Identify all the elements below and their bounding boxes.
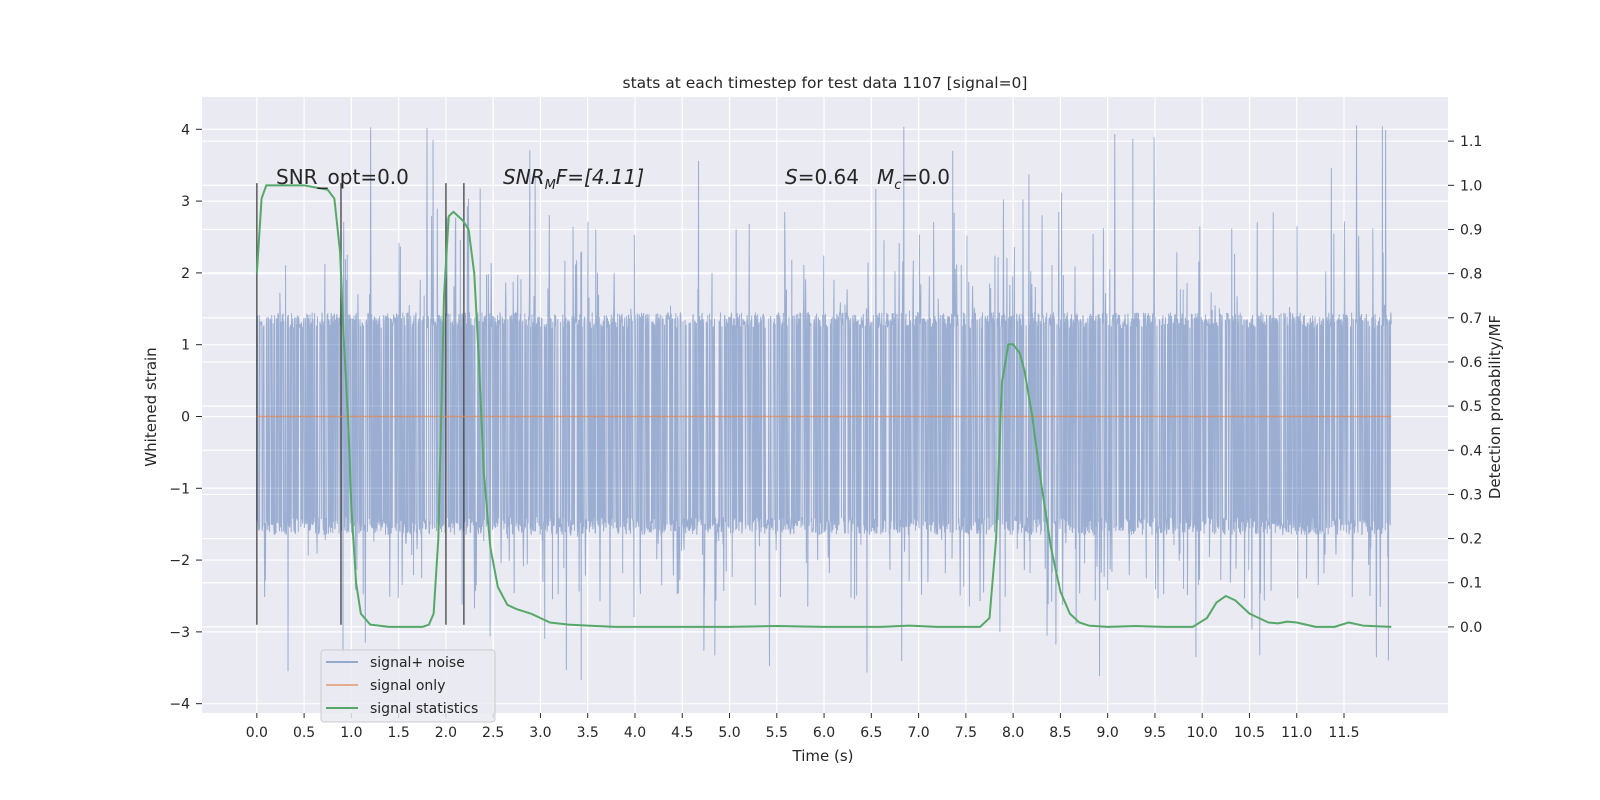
y-right-tick-label-10: 1.0 — [1460, 178, 1482, 194]
x-tick-label-18: 9.0 — [1097, 725, 1119, 741]
y-right-tick-label-2: 0.2 — [1460, 532, 1482, 548]
y-axis-label-right: Detection probability/MF — [1486, 315, 1504, 499]
x-tick-label-3: 1.5 — [388, 725, 410, 741]
x-tick-label-20: 10.0 — [1187, 725, 1218, 741]
x-tick-label-13: 6.5 — [860, 725, 882, 741]
y-right-tick-label-1: 0.1 — [1460, 576, 1482, 592]
y-tick-label-7: 3 — [181, 194, 190, 210]
x-tick-label-16: 8.0 — [1002, 725, 1024, 741]
y-tick-label-0: −4 — [169, 697, 190, 713]
signal-statistics-line — [255, 184, 1392, 628]
y-right-tick-label-8: 0.8 — [1460, 267, 1482, 283]
x-tick-label-10: 5.0 — [718, 725, 740, 741]
x-axis-ticks: 0.0 0.5 1.0 1.5 2.0 2.5 3.0 3.5 4.0 4.5 5.0 5.5 6.0 6… — [246, 713, 1360, 741]
x-tick-label-1: 0.5 — [293, 725, 315, 741]
x-tick-label-12: 6.0 — [813, 725, 835, 741]
y-tick-label-6: 2 — [181, 266, 190, 282]
legend: signal+ noise signal only signal statist… — [320, 649, 496, 723]
x-tick-label-21: 10.5 — [1234, 725, 1265, 741]
x-tick-label-5: 2.5 — [482, 725, 504, 741]
y-right-tick-label-5: 0.5 — [1460, 399, 1482, 415]
x-tick-label-22: 11.0 — [1281, 725, 1312, 741]
legend-label-signal-only: signal only — [370, 678, 445, 694]
x-tick-label-17: 8.5 — [1049, 725, 1071, 741]
x-tick-label-15: 7.5 — [955, 725, 977, 741]
y-right-tick-label-3: 0.3 — [1460, 487, 1482, 503]
x-axis-label: Time (s) — [792, 747, 854, 765]
y-tick-label-4: 0 — [181, 409, 190, 425]
y-tick-label-3: −1 — [169, 481, 190, 497]
y-axis-label-left: Whitened strain — [142, 347, 160, 466]
y-right-tick-label-4: 0.4 — [1460, 443, 1482, 459]
y-tick-label-2: −2 — [169, 553, 190, 569]
x-tick-label-7: 3.5 — [577, 725, 599, 741]
snr-opt-annotation: SNR_opt=0.0 — [276, 165, 409, 189]
x-tick-label-6: 3.0 — [529, 725, 551, 741]
y-right-tick-label-0: 0.0 — [1460, 620, 1482, 636]
x-tick-label-4: 2.0 — [435, 725, 457, 741]
legend-label-noise: signal+ noise — [370, 655, 465, 671]
chart-title: stats at each timestep for test data 110… — [623, 74, 1028, 92]
signal-statistics-series — [255, 184, 1392, 628]
y-right-tick-label-11: 1.1 — [1460, 134, 1482, 150]
y-tick-label-1: −3 — [169, 625, 190, 641]
y-tick-label-5: 1 — [181, 338, 190, 354]
s-mc-annotation: S=0.64 Mc=0.0 — [785, 165, 950, 193]
x-tick-label-8: 4.0 — [624, 725, 646, 741]
y-right-tick-label-7: 0.7 — [1460, 311, 1482, 327]
y-right-tick-label-9: 0.9 — [1460, 222, 1482, 238]
y-axis-ticks-left: −4 −3 −2 −1 0 1 2 3 4 — [169, 122, 202, 713]
legend-box — [320, 649, 496, 723]
x-tick-label-19: 9.5 — [1144, 725, 1166, 741]
x-tick-label-0: 0.0 — [246, 725, 268, 741]
x-tick-label-11: 5.5 — [766, 725, 788, 741]
x-tick-label-23: 11.5 — [1328, 725, 1359, 741]
y-right-tick-label-6: 0.6 — [1460, 355, 1482, 371]
y-tick-label-8: 4 — [181, 122, 190, 138]
x-tick-label-9: 4.5 — [671, 725, 693, 741]
x-tick-label-2: 1.0 — [340, 725, 362, 741]
y-axis-ticks-right: 0.0 0.1 0.2 0.3 0.4 0.5 0.6 0.7 0.8 0.9 1.0 1.1 — [1448, 134, 1482, 636]
legend-label-statistics: signal statistics — [370, 701, 478, 717]
snr-mf-annotation: SNRMF=[4.11] — [503, 165, 644, 193]
x-tick-label-14: 7.0 — [907, 725, 929, 741]
